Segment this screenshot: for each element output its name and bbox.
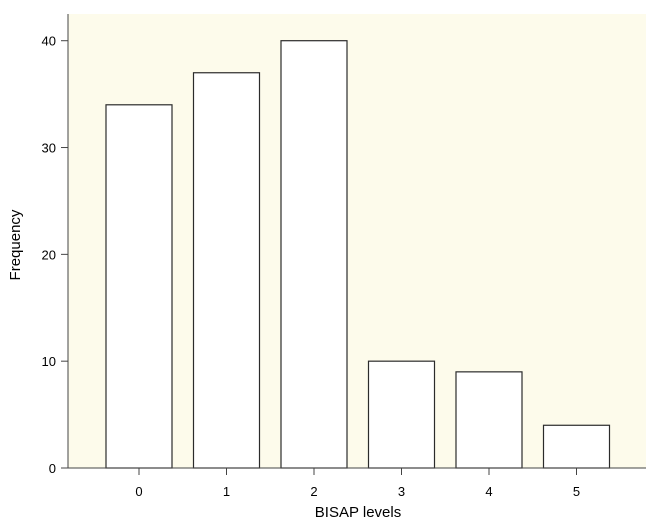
bars-group	[105, 40, 611, 469]
x-tick-label: 2	[310, 484, 317, 499]
bar-1	[192, 72, 261, 469]
y-tick-label: 0	[49, 461, 56, 476]
x-tick-label: 1	[223, 484, 230, 499]
x-tick-label: 0	[135, 484, 142, 499]
y-tick-label: 40	[42, 34, 56, 49]
bar-2	[280, 40, 348, 469]
y-tick-label: 20	[42, 247, 56, 262]
x-tick-label: 4	[485, 484, 492, 499]
y-axis-title: Frequency	[7, 209, 24, 280]
y-tick-label: 30	[42, 141, 56, 156]
x-tick-label: 5	[573, 484, 580, 499]
bar-4	[455, 371, 523, 469]
y-tick-label: 10	[42, 354, 56, 369]
x-tick-label: 3	[398, 484, 405, 499]
y-ticks-group: 0 10 20 30 40	[42, 34, 68, 476]
bar-5	[542, 424, 611, 469]
bar-0	[105, 104, 173, 469]
x-axis-title: BISAP levels	[315, 504, 401, 521]
bar-3	[367, 360, 436, 469]
x-ticks-group: 0 1 2 3 4 5	[135, 468, 580, 499]
